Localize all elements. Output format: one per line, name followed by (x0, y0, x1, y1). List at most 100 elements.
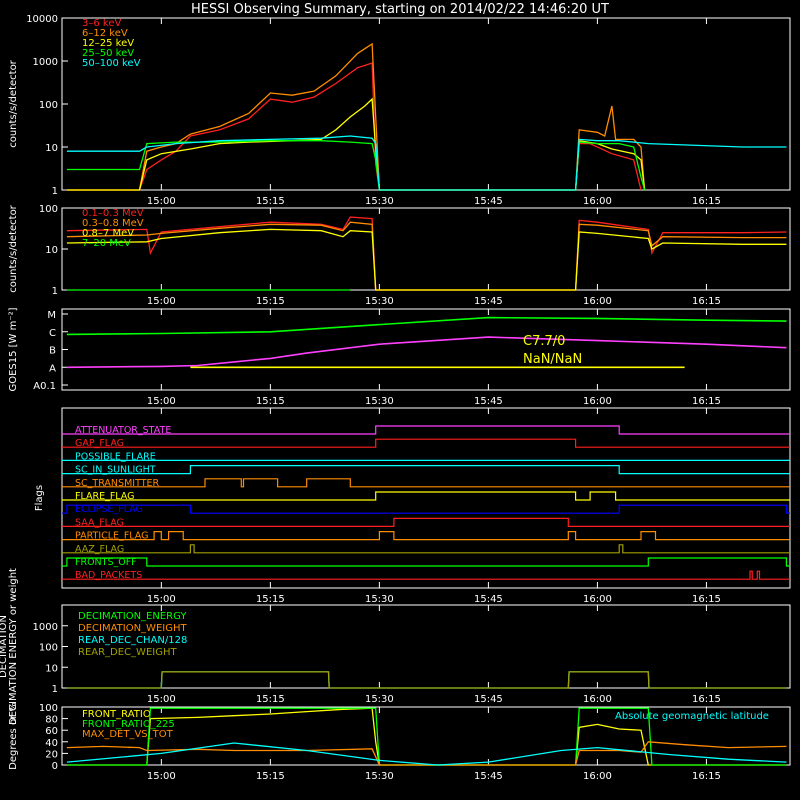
legend-entry: 25–50 keV (82, 48, 134, 59)
y-tick-label: 80 (45, 715, 58, 726)
y-tick-label: 10 (45, 245, 58, 256)
y-tick-label: 100 (39, 100, 58, 111)
legend-entry: 50–100 keV (82, 58, 141, 69)
x-tick-label: 15:15 (256, 296, 285, 307)
y-tick-label: 10 (45, 663, 58, 674)
y-tick-label: 1000 (33, 57, 58, 68)
panel6: 15:00 15:15 15:30 15:45 16:00 16:15 0204060801… (8, 702, 791, 782)
x-tick-label: 16:00 (583, 594, 612, 605)
legend-entry: DECIMATION_WEIGHT (78, 623, 187, 634)
y-tick-label: M (47, 310, 56, 321)
legend-entry: 0.8–7 MeV (82, 228, 134, 239)
x-tick-label: 16:15 (692, 594, 721, 605)
x-tick-label: 15:45 (474, 196, 503, 207)
panel-frame (61, 17, 791, 191)
y-tick-label: 10 (45, 143, 58, 154)
x-tick-label: 15:45 (474, 594, 503, 605)
series-line (66, 741, 787, 766)
series-line (66, 742, 787, 766)
panel2: 15:00 15:15 15:30 15:45 16:00 16:15 1 10 100 coun… (8, 204, 791, 307)
y-tick-label: 60 (45, 726, 58, 737)
x-tick-label: 16:15 (692, 296, 721, 307)
flag-label: GAP_FLAG (75, 438, 124, 449)
y-tick-label: B (49, 346, 56, 357)
y-axis-label: GOES15 [W m⁻²] (8, 307, 19, 391)
figure-title: HESSI Observing Summary, starting on 201… (191, 2, 609, 17)
series-line (66, 135, 787, 191)
flag-label: SC_TRANSMITTER (75, 478, 160, 489)
goes-class-annotation: C7.7/0 (523, 334, 565, 349)
flag-trace (62, 465, 790, 475)
x-tick-label: 15:45 (474, 296, 503, 307)
y-axis-label: counts/s/detector (8, 204, 19, 292)
y-tick-label: C (49, 328, 56, 339)
y-axis-label: counts/s/detector (8, 59, 19, 147)
x-tick-label: 15:45 (474, 694, 503, 705)
legend-entry: REAR_DEC_WEIGHT (78, 647, 177, 658)
x-tick-label: 15:15 (256, 396, 285, 407)
y-axis-label: DECIMATION ENERGY or weight (8, 568, 19, 725)
flag-label: ECLIPSE_FLAG (75, 504, 143, 515)
x-tick-label: 15:30 (365, 196, 394, 207)
y-tick-label: 40 (45, 738, 58, 749)
legend-entry: FRONT_RATIO (82, 709, 151, 720)
x-tick-label: 15:45 (474, 771, 503, 782)
y-tick-label: 20 (45, 749, 58, 760)
panel1: 15:00 15:15 15:30 15:45 16:00 16:15 1 10 100 1000… (8, 14, 791, 207)
y-axis-label: Degrees or % (8, 702, 19, 770)
x-tick-label: 15:15 (256, 694, 285, 705)
y-tick-label: 100 (39, 204, 58, 215)
y-tick-label: A0.1 (33, 381, 56, 392)
x-tick-label: 16:00 (583, 196, 612, 207)
x-tick-label: 16:15 (692, 771, 721, 782)
flag-trace (62, 438, 790, 448)
y-tick-label: 10000 (26, 14, 58, 25)
x-tick-label: 15:00 (147, 196, 176, 207)
x-tick-label: 15:00 (147, 296, 176, 307)
x-tick-label: 15:00 (147, 396, 176, 407)
flag-label: BAD_PACKETS (75, 570, 142, 581)
flag-trace (62, 570, 790, 580)
x-tick-label: 16:00 (583, 396, 612, 407)
panel-frame (61, 407, 791, 589)
y-tick-label: A (49, 363, 56, 374)
flag-trace (62, 504, 790, 514)
flag-label: SAA_FLAG (75, 517, 124, 528)
y-tick-label: 1 (52, 186, 58, 197)
flag-label: FLARE_FLAG (75, 491, 135, 502)
flag-label: FRONTS_OFF (75, 557, 137, 568)
x-tick-label: 15:30 (365, 694, 394, 705)
series-line (66, 140, 646, 191)
flag-trace (62, 557, 790, 567)
flag-trace (62, 517, 790, 527)
flag-label: SC_IN_SUNLIGHT (75, 465, 156, 476)
x-tick-label: 15:30 (365, 771, 394, 782)
series-line (66, 97, 646, 191)
series-line (66, 707, 787, 766)
y-tick-label: 1000 (33, 622, 58, 633)
panel4: 15:00 15:15 15:30 15:45 16:00 16:15 Flags ATTEN… (34, 407, 791, 605)
flag-label: ATTENUATOR_STATE (75, 425, 171, 436)
flag-trace (62, 544, 790, 554)
series-line (66, 316, 787, 336)
x-tick-label: 15:30 (365, 396, 394, 407)
x-tick-label: 15:00 (147, 771, 176, 782)
flag-label: POSSIBLE_FLARE (75, 451, 156, 462)
legend-entry: DECIMATION_ENERGY (78, 611, 187, 622)
legend-entry: FRONT_RATIO_225 (82, 719, 175, 730)
panels: 15:00 15:15 15:30 15:45 16:00 16:151101001000… (0, 14, 791, 782)
flag-trace (62, 425, 790, 435)
y-tick-label: 100 (39, 643, 58, 654)
legend-entry: 0.1–0.3 MeV (82, 208, 144, 219)
series-line (66, 216, 787, 291)
latitude-annotation: Absolute geomagnetic latitude (615, 711, 769, 722)
x-tick-label: 16:00 (583, 694, 612, 705)
panel-frame (61, 207, 791, 291)
x-tick-label: 16:15 (692, 396, 721, 407)
x-tick-label: 15:30 (365, 296, 394, 307)
legend-entry: 6–12 keV (82, 28, 128, 39)
flag-trace (62, 491, 790, 501)
legend-entry: MAX_DET_VS_TOT (82, 729, 174, 740)
flag-trace (62, 531, 790, 541)
